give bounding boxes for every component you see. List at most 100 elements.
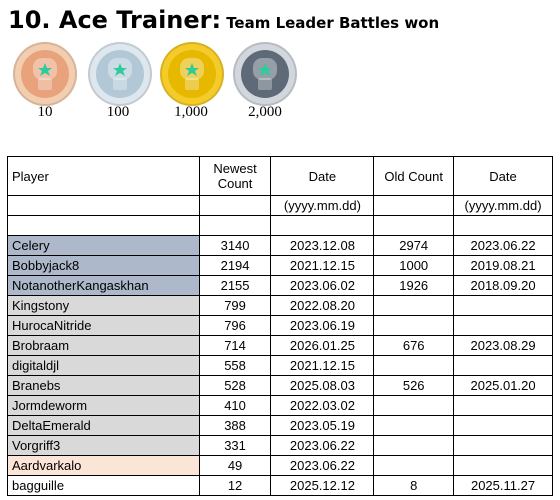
medal-label-bronze: 10 <box>37 104 53 120</box>
date-format-row: (yyyy.mm.dd) (yyyy.mm.dd) <box>7 195 553 216</box>
old-date-cell: 2019.08.21 <box>453 255 553 276</box>
newest-count-cell: 528 <box>198 375 272 396</box>
newest-count-cell: 331 <box>198 435 272 456</box>
silver-medal-inner <box>96 50 144 98</box>
table-cell <box>198 215 272 236</box>
silver-medal-icon <box>108 58 132 90</box>
table-cell <box>373 215 455 236</box>
date-cell: 2025.12.12 <box>270 475 375 496</box>
spacer-row <box>7 215 553 236</box>
silver-medal <box>88 42 152 106</box>
old-count-cell <box>373 395 455 416</box>
header-old-date: Date <box>453 156 553 196</box>
header-date: Date <box>270 156 375 196</box>
player-name-cell: digitaldjl <box>7 355 200 376</box>
medal-label-platinum: 2,000 <box>248 104 282 120</box>
newest-count-cell: 714 <box>198 335 272 356</box>
table-cell <box>373 195 455 216</box>
old-date-cell <box>453 355 553 376</box>
old-date-cell: 2018.09.20 <box>453 275 553 296</box>
date-cell: 2023.06.22 <box>270 455 375 476</box>
player-name-cell: Bobbyjack8 <box>7 255 200 276</box>
date-cell: 2023.06.19 <box>270 315 375 336</box>
page-title: 10. Ace Trainer: Team Leader Battles won <box>8 6 439 34</box>
table-cell <box>270 215 375 236</box>
date-format-label: (yyyy.mm.dd) <box>270 195 375 216</box>
date-cell: 2026.01.25 <box>270 335 375 356</box>
date-cell: 2023.06.22 <box>270 435 375 456</box>
old-date-cell: 2025.11.27 <box>453 475 553 496</box>
table-cell <box>7 195 200 216</box>
old-date-cell: 2023.06.22 <box>453 235 553 256</box>
table-row: Vorgriff3 331 2023.06.22 <box>7 435 553 456</box>
old-count-cell: 2974 <box>373 235 455 256</box>
gold-medal-icon <box>180 58 204 90</box>
newest-count-cell: 558 <box>198 355 272 376</box>
player-name-cell: Vorgriff3 <box>7 435 200 456</box>
newest-count-cell: 799 <box>198 295 272 316</box>
bronze-medal-inner <box>21 50 69 98</box>
newest-count-cell: 12 <box>198 475 272 496</box>
date-cell: 2022.03.02 <box>270 395 375 416</box>
gold-medal <box>160 42 224 106</box>
player-name-cell: Kingstony <box>7 295 200 316</box>
title-main: 10. Ace Trainer: <box>8 6 222 34</box>
old-count-cell: 676 <box>373 335 455 356</box>
date-cell: 2021.12.15 <box>270 355 375 376</box>
old-count-cell <box>373 355 455 376</box>
header-newest-count: Newest Count <box>198 156 272 196</box>
date-cell: 2021.12.15 <box>270 255 375 276</box>
player-name-cell: Branebs <box>7 375 200 396</box>
leaderboard-table: Player Newest Count Date Old Count Date … <box>7 156 553 496</box>
old-count-cell: 1000 <box>373 255 455 276</box>
platinum-medal <box>233 42 297 106</box>
table-row: Branebs 528 2025.08.03 526 2025.01.20 <box>7 375 553 396</box>
date-cell: 2022.08.20 <box>270 295 375 316</box>
medal-label-gold: 1,000 <box>174 104 208 120</box>
table-cell <box>7 215 200 236</box>
old-count-cell <box>373 315 455 336</box>
newest-count-cell: 3140 <box>198 235 272 256</box>
player-name-cell: Aardvarkalo <box>7 455 200 476</box>
player-name-cell: DeltaEmerald <box>7 415 200 436</box>
table-row: HurocaNitride 796 2023.06.19 <box>7 315 553 336</box>
player-name-cell: Jormdeworm <box>7 395 200 416</box>
newest-count-cell: 796 <box>198 315 272 336</box>
player-name-cell: bagguille <box>7 475 200 496</box>
gold-medal-inner <box>168 50 216 98</box>
header-old-count: Old Count <box>373 156 455 196</box>
title-sub: Team Leader Battles won <box>226 14 440 32</box>
table-row: digitaldjl 558 2021.12.15 <box>7 355 553 376</box>
old-date-format-label: (yyyy.mm.dd) <box>453 195 553 216</box>
table-row: Kingstony 799 2022.08.20 <box>7 295 553 316</box>
table-row: Brobraam 714 2026.01.25 676 2023.08.29 <box>7 335 553 356</box>
old-count-cell <box>373 435 455 456</box>
newest-count-cell: 2194 <box>198 255 272 276</box>
platinum-medal-inner <box>241 50 289 98</box>
table-cell <box>453 215 553 236</box>
player-name-cell: Brobraam <box>7 335 200 356</box>
old-count-cell: 526 <box>373 375 455 396</box>
old-date-cell <box>453 295 553 316</box>
player-name-cell: HurocaNitride <box>7 315 200 336</box>
date-cell: 2025.08.03 <box>270 375 375 396</box>
medal-label-silver: 100 <box>106 104 130 120</box>
old-date-cell <box>453 455 553 476</box>
table-row: bagguille 12 2025.12.12 8 2025.11.27 <box>7 475 553 496</box>
bronze-medal-icon <box>33 58 57 90</box>
table-row: DeltaEmerald 388 2023.05.19 <box>7 415 553 436</box>
table-row: Aardvarkalo 49 2023.06.22 <box>7 455 553 476</box>
table-cell <box>198 195 272 216</box>
table-row: Celery 3140 2023.12.08 2974 2023.06.22 <box>7 235 553 256</box>
old-count-cell <box>373 455 455 476</box>
table-header-row: Player Newest Count Date Old Count Date <box>7 156 553 196</box>
platinum-medal-icon <box>253 58 277 90</box>
newest-count-cell: 2155 <box>198 275 272 296</box>
newest-count-cell: 410 <box>198 395 272 416</box>
bronze-medal <box>13 42 77 106</box>
old-date-cell <box>453 435 553 456</box>
date-cell: 2023.06.02 <box>270 275 375 296</box>
old-count-cell <box>373 295 455 316</box>
old-date-cell <box>453 415 553 436</box>
old-count-cell: 1926 <box>373 275 455 296</box>
